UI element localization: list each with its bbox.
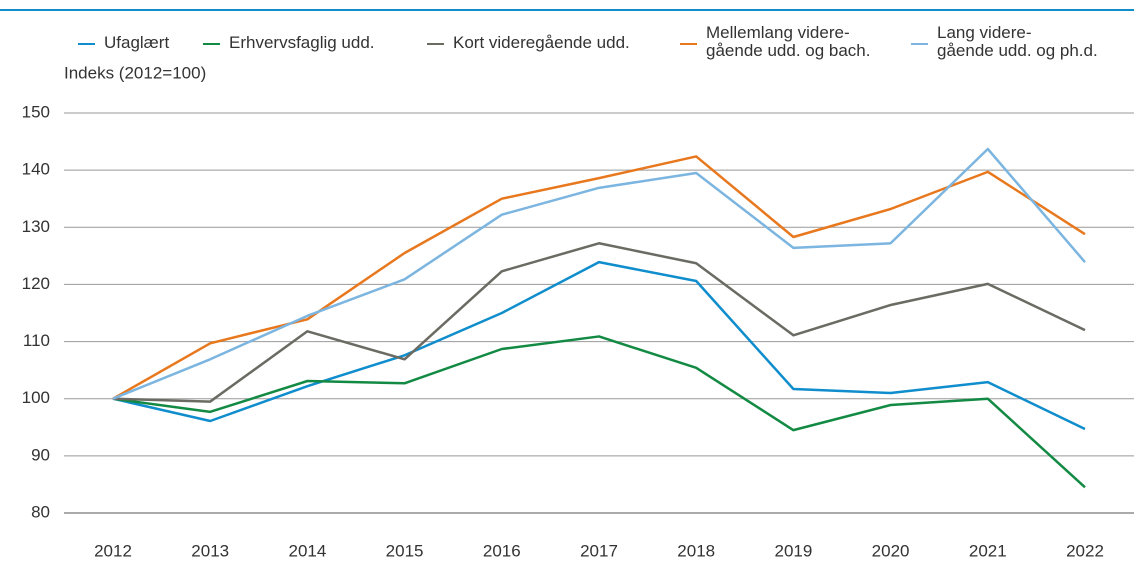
x-tick-label: 2018 — [677, 541, 715, 560]
series-line — [112, 147, 1086, 400]
x-tick-label: 2014 — [288, 541, 326, 560]
y-tick-label: 100 — [22, 388, 50, 407]
legend-swatch — [680, 43, 697, 45]
legend-label: Ufaglært — [104, 33, 170, 52]
x-tick-label: 2016 — [483, 541, 521, 560]
y-tick-label: 80 — [31, 502, 50, 521]
legend-swatch — [911, 43, 928, 45]
y-tick-label: 150 — [22, 102, 50, 121]
x-tick-label: 2012 — [94, 541, 132, 560]
series-line — [112, 260, 1086, 431]
legend-swatch — [203, 43, 220, 45]
x-tick-label: 2013 — [191, 541, 229, 560]
y-axis-label: Indeks (2012=100) — [64, 63, 206, 82]
legend-label: Mellemlang videre- gående udd. og bach. — [706, 23, 871, 60]
y-tick-label: 140 — [22, 160, 50, 179]
y-tick-label: 130 — [22, 217, 50, 236]
series-line — [112, 242, 1086, 403]
x-tick-label: 2021 — [969, 541, 1007, 560]
x-tick-label: 2015 — [386, 541, 424, 560]
legend-swatch — [427, 43, 444, 45]
legend-label: Kort videregående udd. — [453, 33, 630, 52]
legend-swatch — [78, 43, 95, 45]
x-tick-label: 2022 — [1066, 541, 1104, 560]
x-tick-label: 2019 — [774, 541, 812, 560]
legend-label: Lang videre- gående udd. og ph.d. — [937, 23, 1098, 60]
y-tick-label: 110 — [23, 331, 50, 350]
y-tick-label: 120 — [22, 274, 50, 293]
series-line — [112, 155, 1086, 400]
legend-label: Erhvervsfaglig udd. — [229, 33, 375, 52]
y-tick-label: 90 — [31, 445, 50, 464]
x-tick-label: 2017 — [580, 541, 618, 560]
series-line — [112, 335, 1086, 489]
x-tick-label: 2020 — [872, 541, 910, 560]
